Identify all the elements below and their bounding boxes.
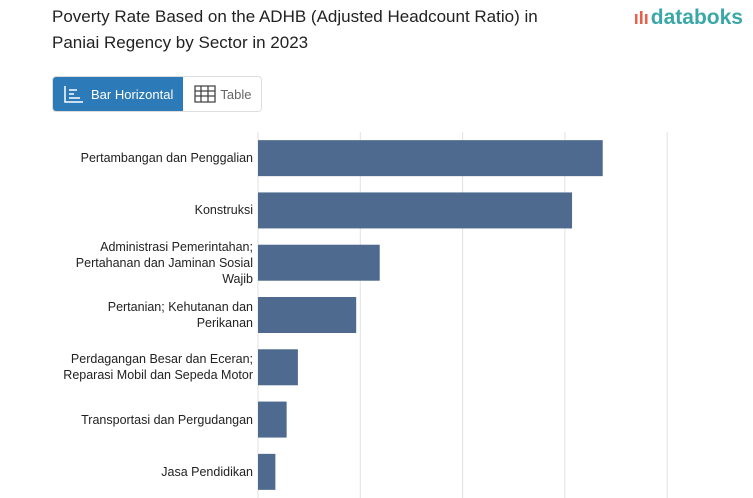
y-tick-label: Pertanian; Kehutanan dan Perikanan (107, 300, 253, 330)
bar (258, 453, 276, 490)
logo-icon: ıIı (633, 8, 649, 28)
button-label: Table (220, 86, 252, 102)
y-tick-label: Jasa Pendidikan (161, 464, 253, 479)
bar (258, 401, 287, 438)
bar (258, 192, 573, 229)
bar (258, 140, 603, 177)
table-icon (194, 85, 217, 103)
table-button[interactable]: Table (183, 77, 262, 111)
bar (258, 349, 298, 386)
bar (258, 297, 357, 333)
bar-button[interactable]: Bar Horizontal (53, 77, 184, 111)
logo[interactable]: ıIıdataboks (634, 6, 743, 30)
y-tick-label: Transportasi dan Pergudangan (81, 412, 253, 427)
y-tick-label: Administrasi Pemerintahan; Pertahanan da… (75, 239, 253, 286)
bar-icon (64, 86, 83, 103)
y-tick-label: Konstruksi (194, 203, 253, 218)
view-toggle: Bar Horizontal Table (52, 76, 263, 112)
bar (258, 244, 380, 281)
logo-text: databoks (650, 6, 743, 29)
chart-title: Poverty Rate Based on the ADHB (Adjusted… (52, 7, 538, 52)
y-tick-label: Perdagangan Besar dan Eceran; Reparasi M… (63, 352, 253, 383)
button-label: Bar Horizontal (91, 86, 174, 102)
y-tick-label: Pertambangan dan Penggalian (80, 151, 253, 166)
